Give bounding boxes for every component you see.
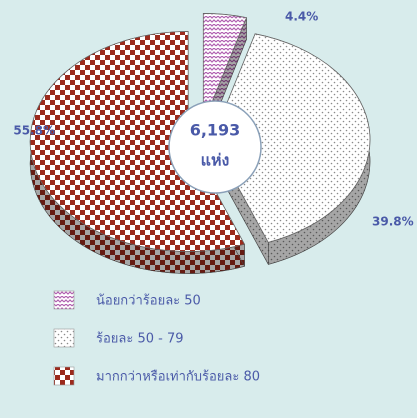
legend-label: น้อยกว่าร้อยละ 50 xyxy=(96,294,201,309)
slice xyxy=(29,31,246,252)
center-text: แห่ง xyxy=(201,151,230,170)
data-label: 39.8% xyxy=(372,215,414,229)
slice xyxy=(202,13,247,124)
center-circle xyxy=(168,100,262,194)
legend-swatch xyxy=(53,366,75,386)
legend-label: ร้อยละ 50 - 79 xyxy=(96,332,184,347)
center-text: 6,193 xyxy=(190,121,241,140)
slice-shade xyxy=(30,31,245,274)
slice xyxy=(211,33,371,243)
data-label: 55.8% xyxy=(13,124,55,138)
legend-label: มากกว่าหรือเท่ากับร้อยละ 80 xyxy=(96,369,260,385)
data-label: 4.4% xyxy=(285,10,318,24)
legend-swatch xyxy=(53,328,75,348)
legend-swatch xyxy=(53,290,75,310)
